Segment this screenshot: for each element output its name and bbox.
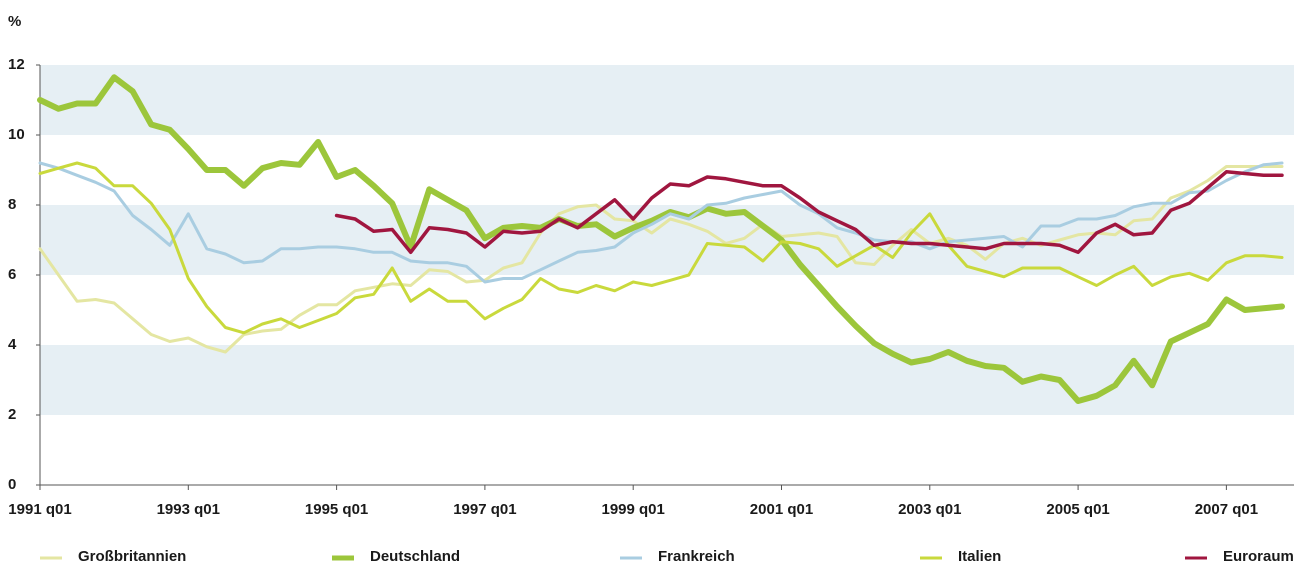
y-tick-label: 12	[8, 56, 25, 73]
line-series	[334, 170, 1284, 255]
legend-label: Euroraum	[1223, 548, 1294, 565]
y-tick-label: 10	[8, 126, 25, 143]
x-tick-label: 1999 q01	[601, 501, 664, 518]
x-tick-label: 2007 q01	[1195, 501, 1258, 518]
y-axis-unit: %	[8, 13, 21, 30]
x-tick-label: 1993 q01	[157, 501, 220, 518]
y-tick-label: 2	[8, 406, 16, 423]
line-series	[38, 161, 1284, 335]
x-tick-label: 2001 q01	[750, 501, 813, 518]
legend-label: Italien	[958, 548, 1001, 565]
legend-label: Frankreich	[658, 548, 735, 565]
legend-label: Deutschland	[370, 548, 460, 565]
legend-label: Großbritannien	[78, 548, 186, 565]
x-tick-label: 1991 q01	[8, 501, 71, 518]
y-tick-label: 6	[8, 266, 16, 283]
x-tick-label: 2003 q01	[898, 501, 961, 518]
line-series	[37, 74, 1285, 404]
y-tick-label: 4	[8, 336, 17, 353]
x-tick-label: 2005 q01	[1046, 501, 1109, 518]
grid-band	[40, 65, 1294, 135]
x-tick-label: 1995 q01	[305, 501, 368, 518]
line-series	[38, 161, 1284, 284]
y-tick-label: 8	[8, 196, 16, 213]
line-series	[38, 165, 1284, 354]
y-tick-label: 0	[8, 476, 16, 493]
grid-band	[40, 345, 1294, 415]
x-tick-label: 1997 q01	[453, 501, 516, 518]
